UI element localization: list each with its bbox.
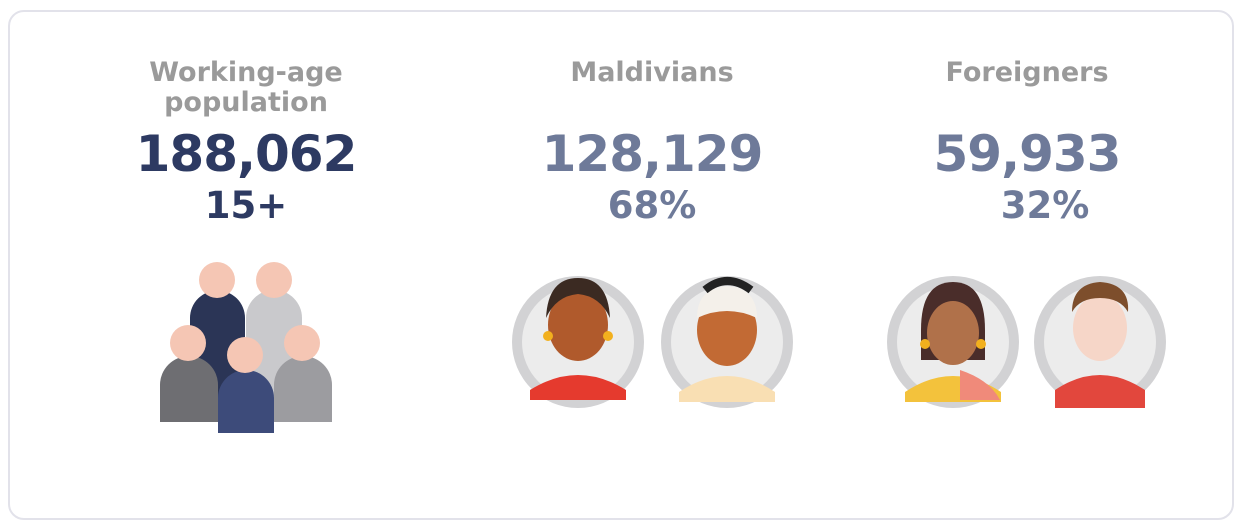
column-number: 188,062 xyxy=(96,124,396,184)
avatar-maldivian-man xyxy=(661,276,793,408)
column-label: Foreigners xyxy=(907,58,1147,124)
avatar-maldivian-woman xyxy=(512,276,644,408)
avatar-foreign-woman xyxy=(887,276,1019,408)
column-number: 128,129 xyxy=(502,124,802,184)
avatar-foreign-man xyxy=(1034,276,1166,408)
column-label: Maldivians xyxy=(532,58,772,124)
column-label: Working-age population xyxy=(126,58,366,124)
column-number: 59,933 xyxy=(877,124,1177,184)
column-detail: 15+ xyxy=(96,184,396,228)
column-detail: 32% xyxy=(913,184,1177,228)
group-icon xyxy=(160,262,332,433)
column-detail: 68% xyxy=(502,184,802,228)
